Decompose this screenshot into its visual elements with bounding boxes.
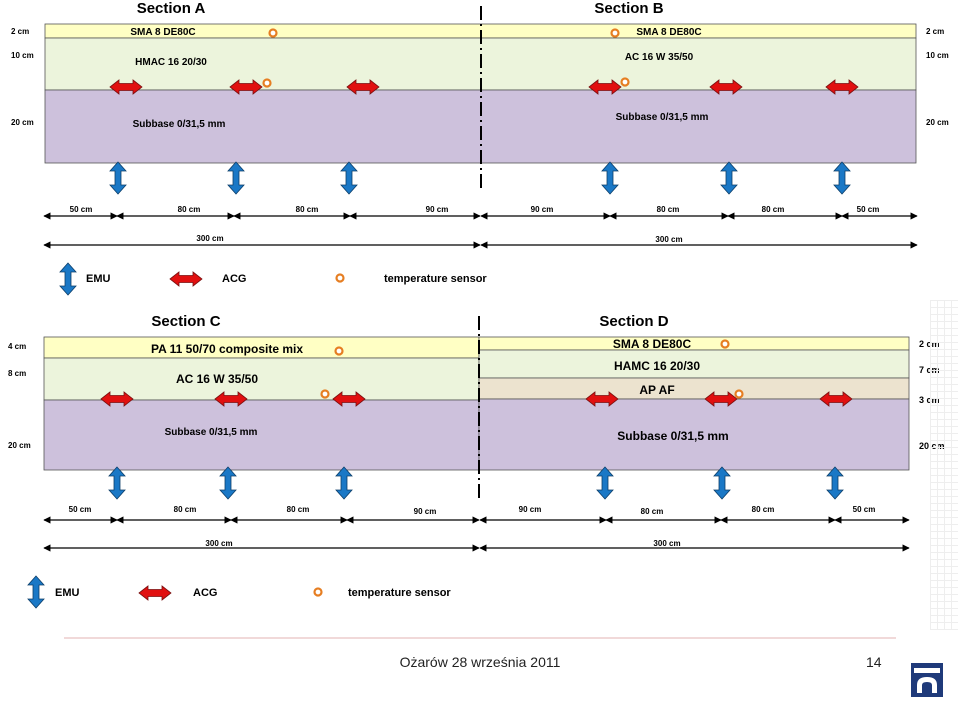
depth-right-1: 2 cm xyxy=(919,339,940,349)
section-d-title: Section D xyxy=(599,313,668,330)
total-length-label: 300 cm xyxy=(196,234,223,243)
spacing-label: 90 cm xyxy=(519,505,542,514)
emu-legend-icon xyxy=(27,575,45,609)
section-b-title: Section B xyxy=(594,0,663,17)
spacing-label: 50 cm xyxy=(70,205,93,214)
decorative-grid xyxy=(930,300,958,630)
spacing-label: 50 cm xyxy=(853,505,876,514)
bottom-diagram: Section C Section D PA 11 50/70 composit… xyxy=(8,313,945,609)
depth-left-1: 4 cm xyxy=(8,342,26,351)
section-c-title: Section C xyxy=(151,313,220,330)
layer-label-b-subbase: Subbase 0/31,5 mm xyxy=(616,112,709,123)
temperature-sensor-icon xyxy=(720,339,730,349)
temperature-sensor-icon xyxy=(610,28,620,38)
emu-arrow-icon xyxy=(108,466,126,500)
depth-right-3: 3 cm xyxy=(919,395,940,405)
total-length-label: 300 cm xyxy=(653,539,680,548)
legend-emu-label: EMU xyxy=(86,273,111,285)
emu-legend-icon xyxy=(59,262,77,296)
layer-subbase-d xyxy=(478,398,910,471)
total-length-label: 300 cm xyxy=(655,235,682,244)
spacing-label: 80 cm xyxy=(296,205,319,214)
emu-arrow-icon xyxy=(219,466,237,500)
spacing-label: 90 cm xyxy=(414,507,437,516)
legend-bottom: EMU ACG temperature sensor xyxy=(27,575,451,609)
temperature-sensor-legend-icon xyxy=(313,587,323,597)
legend-acg-label: ACG xyxy=(222,273,246,285)
layer-label-c-binder: AC 16 W 35/50 xyxy=(176,372,258,386)
emu-arrow-icon xyxy=(596,466,614,500)
section-a-title: Section A xyxy=(137,0,206,17)
emu-arrow-icon xyxy=(340,161,358,195)
footer-divider xyxy=(64,637,896,639)
emu-arrow-icon xyxy=(720,161,738,195)
layer-label-d-subbase: Subbase 0/31,5 mm xyxy=(617,429,728,443)
layer-label-a-binder: HMAC 16 20/30 xyxy=(135,57,207,68)
depth-right-1: 2 cm xyxy=(926,27,944,36)
legend-emu-label: EMU xyxy=(55,587,80,599)
emu-arrow-icon xyxy=(826,466,844,500)
emu-arrow-icon xyxy=(109,161,127,195)
emu-arrow-icon xyxy=(713,466,731,500)
layer-label-b-wearing: SMA 8 DE80C xyxy=(636,27,701,38)
depth-left-2: 8 cm xyxy=(8,369,26,378)
layer-label-b-binder: AC 16 W 35/50 xyxy=(625,52,694,63)
page-number: 14 xyxy=(866,654,882,670)
spacing-label: 90 cm xyxy=(531,205,554,214)
depth-left-3: 20 cm xyxy=(11,118,34,127)
emu-arrow-icon xyxy=(227,161,245,195)
institution-logo-icon xyxy=(911,663,943,697)
spacing-label: 80 cm xyxy=(174,505,197,514)
layer-label-c-subbase: Subbase 0/31,5 mm xyxy=(165,427,258,438)
spacing-label: 80 cm xyxy=(657,205,680,214)
temperature-sensor-icon xyxy=(268,28,278,38)
depth-left-3: 20 cm xyxy=(8,441,31,450)
legend-top: EMU ACG temperature sensor xyxy=(59,262,487,296)
spacing-label: 80 cm xyxy=(762,205,785,214)
layer-label-a-wearing: SMA 8 DE80C xyxy=(130,27,195,38)
spacing-label: 90 cm xyxy=(426,205,449,214)
total-length-label: 300 cm xyxy=(205,539,232,548)
emu-arrow-icon xyxy=(335,466,353,500)
layer-label-d-wearing: SMA 8 DE80C xyxy=(613,337,692,351)
layer-label-c-wearing: PA 11 50/70 composite mix xyxy=(151,342,303,356)
emu-arrow-icon xyxy=(833,161,851,195)
layer-label-a-subbase: Subbase 0/31,5 mm xyxy=(133,119,226,130)
spacing-label: 80 cm xyxy=(287,505,310,514)
temperature-sensor-icon xyxy=(262,78,272,88)
emu-arrow-icon xyxy=(601,161,619,195)
temperature-sensor-icon xyxy=(320,389,330,399)
footer-caption: Ożarów 28 września 2011 xyxy=(399,654,561,670)
depth-left-1: 2 cm xyxy=(11,27,29,36)
legend-acg-label: ACG xyxy=(193,587,217,599)
legend-sensor-label: temperature sensor xyxy=(348,587,451,599)
acg-legend-icon xyxy=(169,271,203,287)
acg-legend-icon xyxy=(138,585,172,601)
temperature-sensor-icon xyxy=(620,77,630,87)
layer-wearing-d xyxy=(478,336,910,351)
layer-binder-d xyxy=(478,349,910,379)
temperature-sensor-legend-icon xyxy=(335,273,345,283)
depth-right-2: 7 cm xyxy=(919,365,940,375)
top-diagram: Section A Section B SMA 8 DE80C HMAC 16 … xyxy=(11,0,949,296)
spacing-label: 50 cm xyxy=(857,205,880,214)
depth-right-3: 20 cm xyxy=(926,118,949,127)
layer-label-d-ap-af: AP AF xyxy=(639,383,674,397)
temperature-sensor-icon xyxy=(334,346,344,356)
spacing-label: 80 cm xyxy=(752,505,775,514)
legend-sensor-label: temperature sensor xyxy=(384,273,487,285)
temperature-sensor-icon xyxy=(734,389,744,399)
spacing-label: 80 cm xyxy=(178,205,201,214)
spacing-label: 80 cm xyxy=(641,507,664,516)
layer-subbase-c xyxy=(43,399,480,471)
depth-right-2: 10 cm xyxy=(926,51,949,60)
layer-label-d-binder: HAMC 16 20/30 xyxy=(614,359,700,373)
depth-left-2: 10 cm xyxy=(11,51,34,60)
spacing-label: 50 cm xyxy=(69,505,92,514)
